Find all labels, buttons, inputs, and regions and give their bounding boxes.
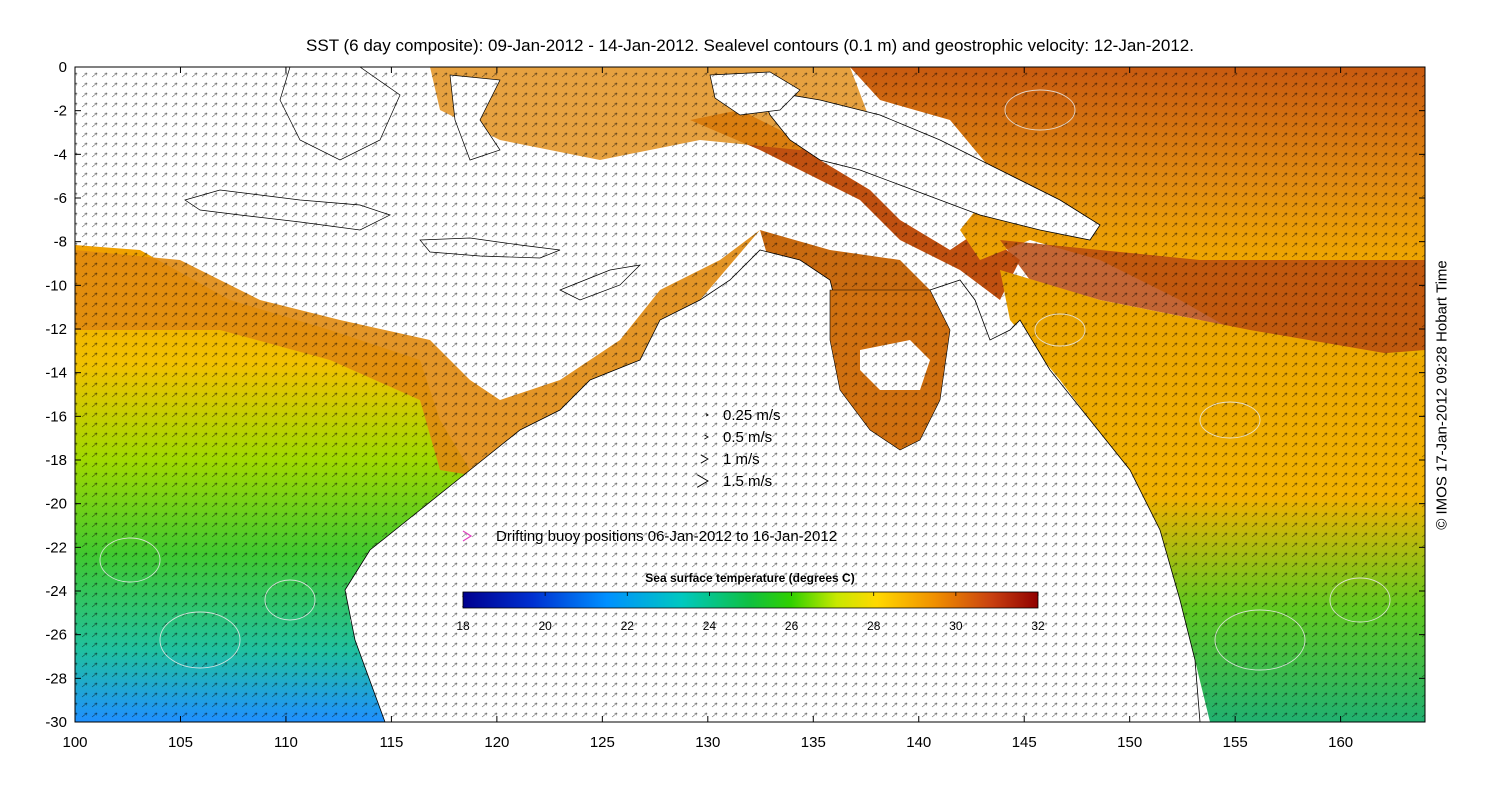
y-tick-label: -12 — [45, 321, 67, 338]
colorbar-tick-label: 20 — [538, 619, 552, 633]
colorbar-tick-label: 18 — [456, 619, 470, 633]
velocity-legend-label: 0.5 m/s — [723, 429, 772, 446]
y-axis: 0 -2 -4 -6 -8 -10 -12 -14 -16 -18 -20 -22 -24 -26 -28 -… — [45, 59, 1425, 731]
colorbar-title: Sea surface temperature (degrees C) — [645, 571, 854, 585]
velocity-arrow-icon — [700, 454, 709, 464]
y-tick-label: -14 — [45, 365, 67, 382]
y-tick-label: -30 — [45, 714, 67, 731]
x-tick-label: 105 — [168, 734, 193, 751]
colorbar: Sea surface temperature (degrees C) 18 20… — [456, 571, 1045, 633]
x-tick-label: 115 — [379, 734, 403, 751]
buoy-marker-icon — [462, 530, 473, 542]
y-tick-label: -18 — [45, 452, 67, 469]
colorbar-tick-label: 26 — [785, 619, 799, 633]
velocity-legend: 0.25 m/s 0.5 m/s 1 m/s 1.5 m/s — [696, 407, 781, 490]
x-tick-label: 135 — [801, 734, 826, 751]
x-tick-label: 150 — [1117, 734, 1142, 751]
colorbar-tick-label: 30 — [949, 619, 963, 633]
y-tick-label: -2 — [54, 103, 67, 120]
x-tick-label: 160 — [1328, 734, 1353, 751]
x-tick-label: 130 — [695, 734, 720, 751]
buoy-legend-label: Drifting buoy positions 06-Jan-2012 to 1… — [496, 528, 837, 545]
y-tick-label: 0 — [59, 59, 67, 76]
credit-text: © IMOS 17-Jan-2012 09:28 Hobart Time — [1433, 260, 1451, 530]
x-tick-label: 110 — [274, 734, 298, 751]
y-tick-label: -16 — [45, 408, 67, 425]
y-tick-label: -4 — [54, 146, 67, 163]
x-tick-label: 145 — [1012, 734, 1037, 751]
y-tick-label: -26 — [45, 627, 67, 644]
velocity-legend-label: 1.5 m/s — [723, 473, 772, 490]
x-tick-label: 140 — [906, 734, 931, 751]
velocity-legend-label: 1 m/s — [723, 451, 760, 468]
velocity-legend-label: 0.25 m/s — [723, 407, 781, 424]
y-tick-label: -28 — [45, 670, 67, 687]
y-tick-label: -24 — [45, 583, 67, 600]
sst-field — [75, 67, 1425, 722]
y-tick-label: -6 — [54, 190, 67, 207]
y-tick-label: -20 — [45, 496, 67, 513]
map-title: SST (6 day composite): 09-Jan-2012 - 14-… — [306, 36, 1194, 55]
y-tick-label: -10 — [45, 277, 67, 294]
colorbar-tick-label: 22 — [621, 619, 635, 633]
x-tick-label: 100 — [62, 734, 87, 751]
x-tick-label: 125 — [590, 734, 615, 751]
velocity-arrow-icon — [705, 413, 709, 417]
buoy-legend: Drifting buoy positions 06-Jan-2012 to 1… — [462, 528, 837, 545]
colorbar-tick-label: 28 — [867, 619, 881, 633]
x-tick-label: 155 — [1223, 734, 1248, 751]
colorbar-tick-label: 32 — [1031, 619, 1045, 633]
plot-frame — [74, 66, 1426, 723]
x-tick-label: 120 — [484, 734, 509, 751]
x-axis: 100 105 110 115 120 125 130 135 140 145 150 155 160 — [62, 67, 1353, 751]
y-tick-label: -22 — [45, 539, 67, 556]
velocity-arrow-icon — [704, 434, 709, 440]
colorbar-scale — [462, 591, 1039, 609]
velocity-arrow-icon — [696, 474, 709, 488]
y-tick-label: -8 — [54, 234, 67, 251]
colorbar-tick-label: 24 — [703, 619, 717, 633]
